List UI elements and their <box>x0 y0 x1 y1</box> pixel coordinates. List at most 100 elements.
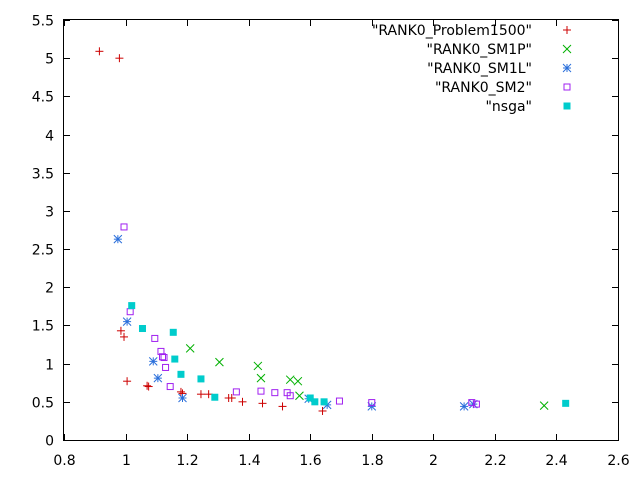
y-tick-label: 5 <box>45 52 54 68</box>
data-point <box>215 357 224 367</box>
axis-ticks <box>64 20 619 441</box>
x-tick-label: 0.8 <box>53 453 75 469</box>
legend-item: "RANK0_Problem1500" <box>372 23 571 39</box>
y-tick-label: 1.5 <box>32 319 54 335</box>
x-tick-label: 1.6 <box>299 453 321 469</box>
y-tick-label: 3 <box>45 205 54 221</box>
y-tick-label: 5.5 <box>32 14 54 30</box>
y-tick-label: 4.5 <box>32 90 54 106</box>
y-tick-label: 2 <box>45 281 54 297</box>
data-point <box>120 332 129 341</box>
y-tick-label: 3.5 <box>32 167 54 183</box>
x-tick-label: 2 <box>429 453 438 469</box>
series-0 <box>95 47 327 415</box>
data-point <box>318 406 327 415</box>
y-tick-labels: 0 0.5 1 1.5 2 2.5 3 3.5 4 4.5 5 5.5 <box>32 14 54 450</box>
data-point <box>253 361 263 371</box>
data-point <box>286 392 294 400</box>
y-tick-label: 0.5 <box>32 396 54 412</box>
data-point <box>160 354 168 362</box>
data-point <box>459 402 469 411</box>
data-point <box>123 377 132 386</box>
legend-item: "RANK0_SM2" <box>435 80 571 96</box>
legend-item: "RANK0_SM1P" <box>427 42 572 58</box>
legend-label: "RANK0_Problem1500" <box>372 23 532 39</box>
data-point <box>116 326 125 335</box>
data-point <box>278 402 287 411</box>
data-point <box>562 399 570 407</box>
data-point <box>162 363 170 371</box>
x-tick-label: 1.8 <box>361 453 383 469</box>
x-tick-label: 2.2 <box>484 453 506 469</box>
legend-marker <box>563 83 571 91</box>
data-point <box>126 308 134 316</box>
x-tick-label: 2.6 <box>607 453 629 469</box>
data-point <box>151 334 159 342</box>
data-point <box>256 373 266 383</box>
y-tick-label: 1 <box>45 358 54 374</box>
plot-frame <box>63 19 619 441</box>
data-point <box>306 394 314 402</box>
series-1 <box>185 344 549 410</box>
data-point <box>177 370 185 378</box>
data-point <box>115 54 124 63</box>
x-tick-label: 2.4 <box>545 453 567 469</box>
legend-marker <box>563 26 571 34</box>
data-point <box>120 223 128 231</box>
data-point <box>166 383 174 391</box>
legend-label: "nsga" <box>485 99 532 115</box>
data-point <box>227 394 236 402</box>
data-point <box>176 387 185 396</box>
data-point <box>148 356 158 366</box>
data-point <box>258 399 267 408</box>
legend-label: "RANK0_SM1P" <box>427 42 533 58</box>
y-tick-label: 2.5 <box>32 243 54 259</box>
data-point <box>257 387 265 395</box>
data-point <box>238 397 247 406</box>
legend-item: "nsga" <box>485 99 571 115</box>
data-point <box>95 47 104 56</box>
data-point <box>169 328 177 336</box>
data-point <box>271 389 279 397</box>
legend-marker <box>563 102 571 110</box>
y-tick-label: 0 <box>45 434 54 450</box>
data-point <box>196 390 205 399</box>
data-point <box>539 401 549 410</box>
y-tick-label: 4 <box>45 129 54 145</box>
data-point <box>472 400 480 408</box>
data-point <box>178 393 187 403</box>
x-tick-label: 1 <box>122 453 131 469</box>
data-point <box>211 393 219 401</box>
data-point <box>320 398 328 406</box>
data-point <box>143 381 152 390</box>
data-point <box>128 302 136 310</box>
data-point <box>232 388 240 396</box>
data-point <box>335 397 343 405</box>
data-point <box>122 317 132 326</box>
series-3 <box>120 223 480 408</box>
legend-label: "RANK0_SM1L" <box>427 61 532 77</box>
data-point <box>185 344 195 353</box>
data-point <box>468 399 476 407</box>
data-point <box>153 373 163 383</box>
data-points <box>95 47 570 415</box>
data-point <box>311 398 319 406</box>
x-tick-labels: 0.8 1 1.2 1.4 1.6 1.8 2 2.2 2.4 2.6 <box>53 453 629 469</box>
legend: "RANK0_Problem1500" "RANK0_SM1P" "RANK0_SM… <box>372 23 572 115</box>
data-point <box>158 353 166 361</box>
data-point <box>368 399 376 407</box>
data-point <box>138 325 146 333</box>
data-point <box>171 355 179 363</box>
legend-item: "RANK0_SM1L" <box>427 61 572 77</box>
data-point <box>293 376 303 386</box>
data-point <box>295 391 304 401</box>
x-tick-label: 1.2 <box>176 453 198 469</box>
data-point <box>144 382 153 391</box>
legend-label: "RANK0_SM2" <box>435 80 532 96</box>
legend-marker <box>562 63 572 73</box>
data-point <box>113 234 123 244</box>
data-point <box>285 375 295 385</box>
data-point <box>197 375 205 383</box>
series-4 <box>128 302 570 407</box>
